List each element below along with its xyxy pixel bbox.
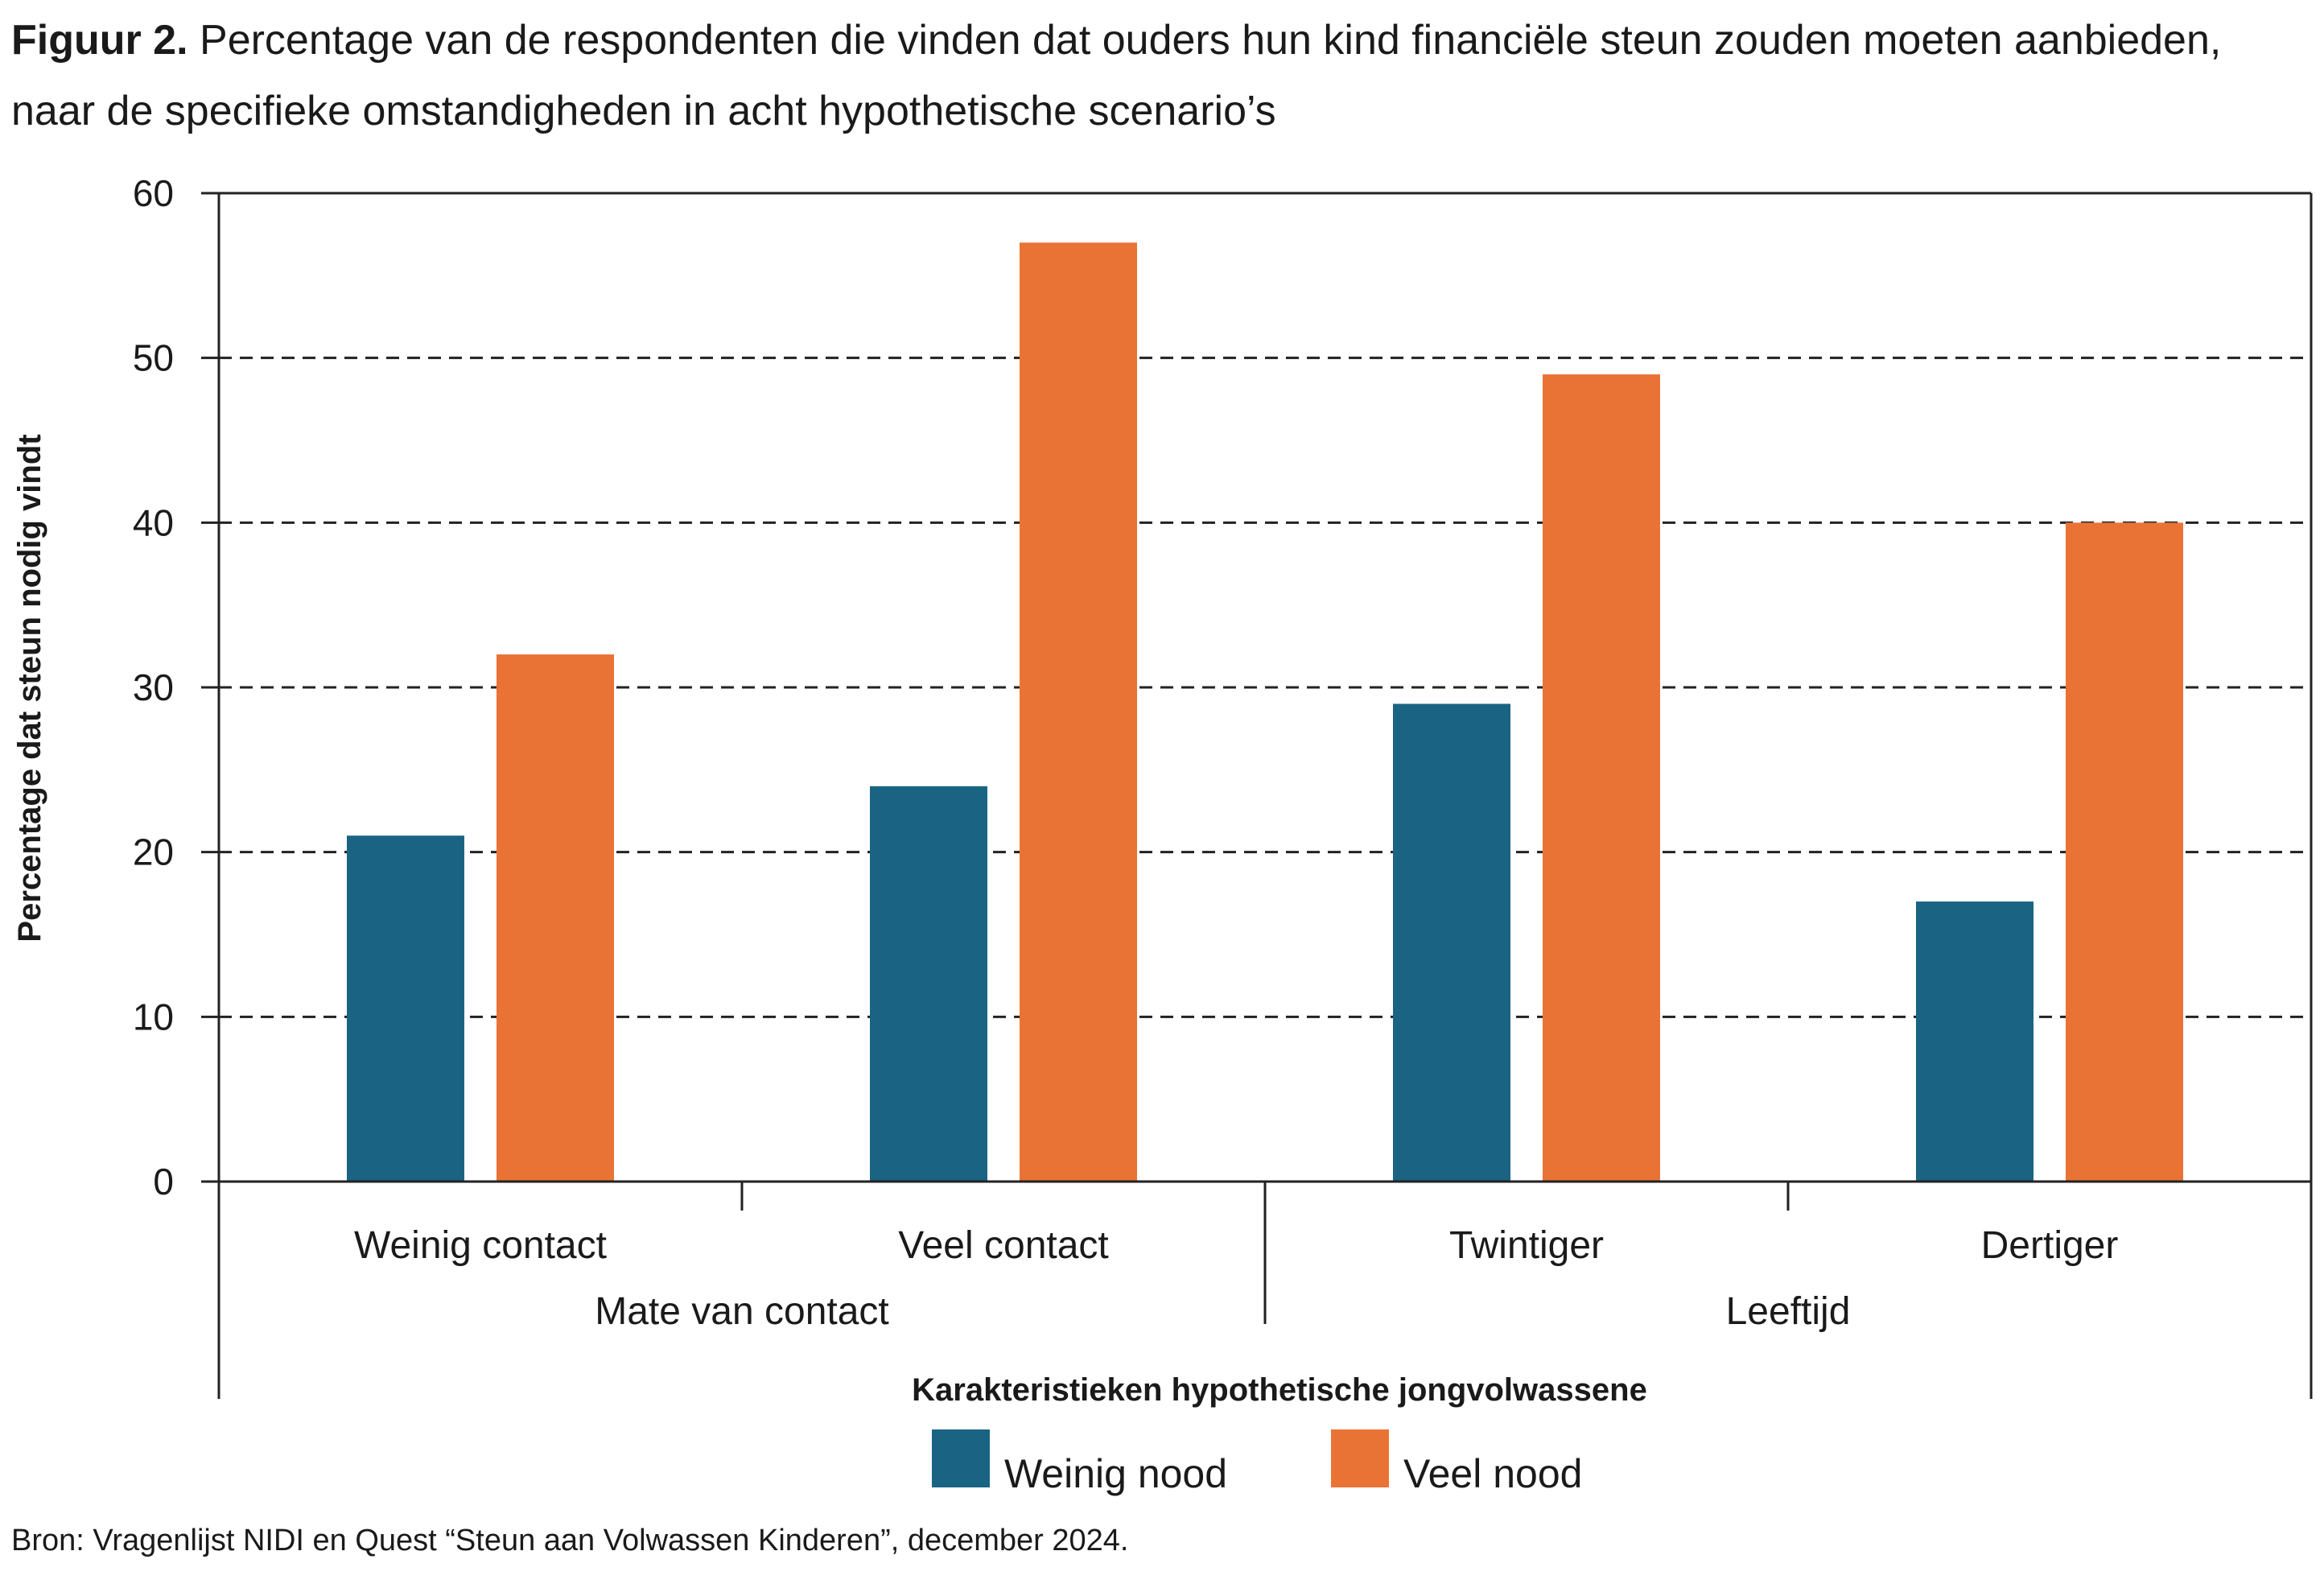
bar-veel-contact-weinig-nood (870, 786, 987, 1182)
y-tick-labels: 0 10 20 30 40 50 60 (133, 172, 174, 1202)
axes (201, 192, 2313, 1399)
bar-twintiger-veel-nood (1543, 374, 1660, 1182)
bars (347, 242, 2183, 1182)
x-group-label: Leeftijd (1726, 1290, 1851, 1333)
y-tick-label-50: 50 (133, 337, 174, 379)
bar-veel-contact-veel-nood (1020, 242, 1137, 1182)
y-tick-label-10: 10 (133, 996, 174, 1037)
bar-weinig-contact-veel-nood (497, 654, 614, 1182)
bar-weinig-contact-weinig-nood (347, 835, 464, 1182)
legend: Weinig nood Veel nood (932, 1429, 1582, 1496)
figure-title-text: Percentage van de respondenten die vinde… (11, 17, 2222, 134)
bar-twintiger-weinig-nood (1393, 703, 1510, 1182)
y-tick-label-40: 40 (133, 501, 174, 543)
bar-dertiger-weinig-nood (1916, 901, 2034, 1182)
x-category-label: Veel contact (898, 1224, 1109, 1267)
x-category-label: Twintiger (1449, 1224, 1604, 1267)
x-axis-title: Karakteristieken hypothetische jongvolwa… (912, 1372, 1647, 1408)
x-category-label: Weinig contact (354, 1224, 607, 1267)
chart-title: Figuur 2. Percentage van de respondenten… (11, 5, 2313, 146)
legend-label-weinig-nood: Weinig nood (1004, 1451, 1227, 1496)
bar-dertiger-veel-nood (2066, 522, 2183, 1182)
y-tick-label-30: 30 (133, 666, 174, 708)
y-tick-label-20: 20 (133, 831, 174, 873)
legend-swatch-weinig-nood (932, 1429, 990, 1487)
source-note: Bron: Vragenlijst NIDI en Quest “Steun a… (11, 1524, 1129, 1557)
y-tick-label-60: 60 (133, 172, 174, 214)
legend-swatch-veel-nood (1331, 1429, 1389, 1487)
y-axis-title: Percentage dat steun nodig vindt (12, 434, 47, 942)
x-category-label: Dertiger (1981, 1224, 2119, 1267)
figure-label: Figuur 2. (11, 17, 188, 64)
y-tick-label-0: 0 (153, 1161, 174, 1202)
x-group-label: Mate van contact (595, 1290, 889, 1333)
legend-label-veel-nood: Veel nood (1403, 1451, 1582, 1496)
x-category-labels: Weinig contact Veel contact Twintiger Derti… (354, 1224, 2118, 1333)
